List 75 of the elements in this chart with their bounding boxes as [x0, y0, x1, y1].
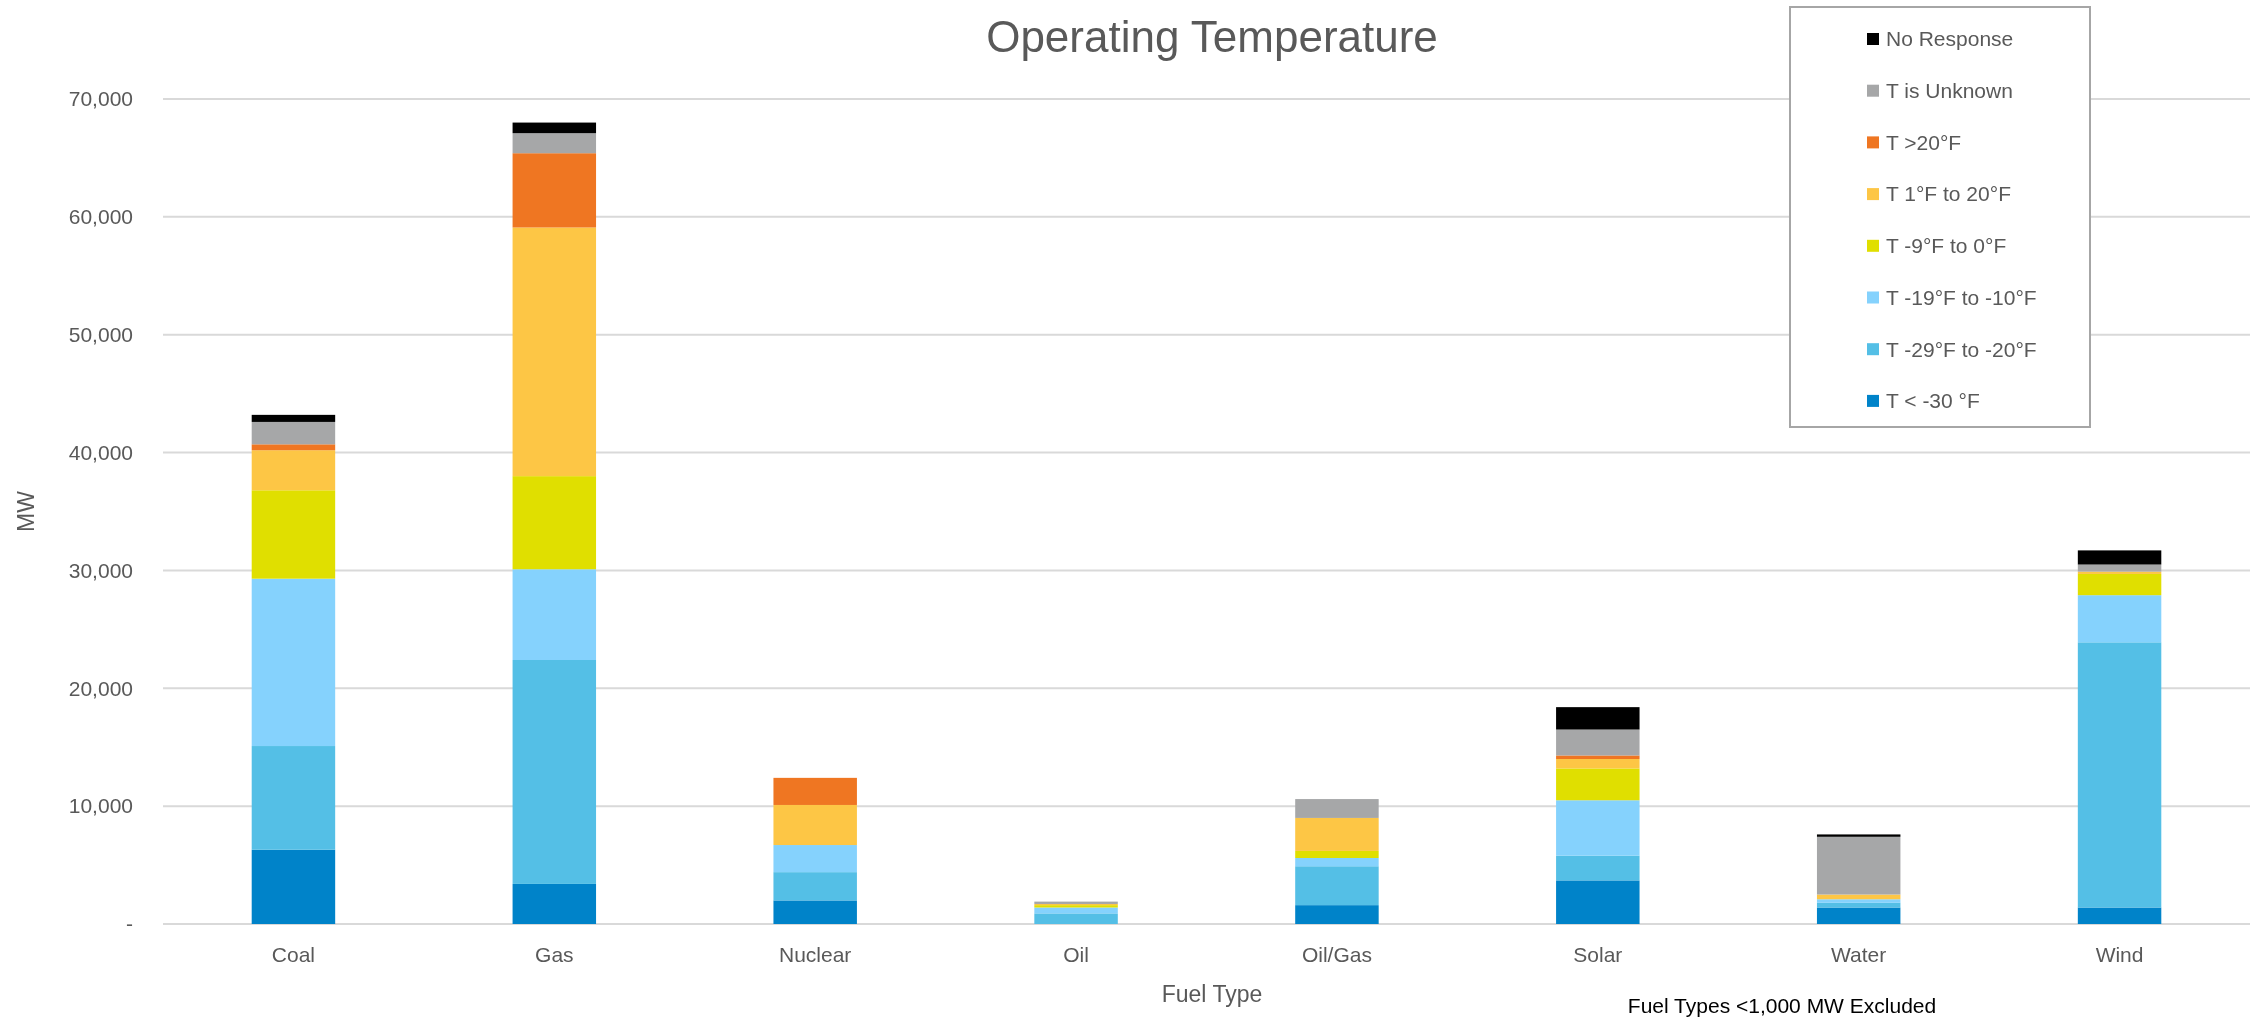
bar [251, 450, 336, 491]
legend-label: T 1°F to 20°F [1886, 182, 2011, 206]
bar [251, 578, 336, 747]
y-tick-label: 70,000 [68, 87, 133, 111]
bar [1556, 729, 1640, 756]
bar [1816, 836, 1901, 895]
bar [251, 490, 336, 579]
bar [1556, 755, 1640, 759]
bar [1816, 899, 1901, 903]
bar [251, 421, 336, 445]
bar [773, 845, 857, 873]
y-tick-label: 10,000 [68, 794, 133, 818]
bar [512, 227, 597, 477]
bar [1556, 800, 1640, 856]
bar [1556, 768, 1640, 801]
bar [2077, 595, 2162, 643]
bar [1556, 880, 1640, 924]
y-tick-label: - [126, 912, 133, 936]
y-axis-title: MW [13, 490, 39, 532]
text: Fuel Types <1,000 MW Excluded [1627, 994, 1937, 1017]
bar [1295, 866, 1379, 906]
y-tick-label: 40,000 [68, 440, 133, 464]
bar [251, 746, 336, 850]
bar [512, 122, 597, 134]
chart-title: Operating Temperature [986, 12, 1438, 61]
legend-label: T -19°F to -10°F [1886, 285, 2037, 309]
bar [2077, 550, 2162, 565]
bar [512, 133, 597, 154]
bar [2077, 564, 2162, 572]
bar [512, 476, 597, 570]
x-tick-label: Solar [1573, 943, 1623, 966]
bar [1816, 902, 1901, 908]
bar [1816, 907, 1901, 924]
x-axis-title: Fuel Type [1161, 981, 1263, 1007]
bar [1556, 759, 1640, 769]
legend-label: T -9°F to 0°F [1886, 234, 2007, 258]
bar [1295, 799, 1379, 818]
y-tick-label: 50,000 [68, 323, 133, 347]
bar [773, 777, 857, 805]
x-tick-label: Oil [1063, 943, 1089, 966]
x-tick-label: Coal [271, 943, 316, 966]
bar [1556, 855, 1640, 881]
bar [1816, 834, 1901, 837]
bar [773, 872, 857, 901]
legend-label: T >20°F [1886, 130, 1962, 154]
x-tick-label: Nuclear [779, 943, 852, 966]
x-tick-label: Water [1831, 943, 1887, 966]
legend-label: T < -30 °F [1886, 389, 1980, 413]
x-tick-label: Gas [535, 943, 574, 966]
bar [251, 849, 336, 924]
bar [1295, 858, 1379, 867]
y-tick-label: 20,000 [68, 676, 133, 700]
y-tick-label: 60,000 [68, 205, 133, 229]
bar [512, 883, 597, 924]
bar [251, 444, 336, 451]
bar [1295, 905, 1379, 924]
y-tick-label: 30,000 [68, 558, 133, 582]
bar [251, 414, 336, 422]
bar [1556, 707, 1640, 730]
bar [2077, 907, 2162, 924]
bar [773, 804, 857, 846]
bar [2077, 642, 2162, 908]
bar [773, 900, 857, 924]
bar [1034, 913, 1118, 924]
bar [512, 569, 597, 660]
bar [2077, 573, 2162, 596]
legend-label: T is Unknown [1886, 79, 2013, 103]
bar [512, 153, 597, 228]
x-tick-label: Wind [2095, 943, 2144, 966]
legend-label: T -29°F to -20°F [1886, 337, 2037, 361]
bar [1295, 850, 1379, 858]
bar [512, 660, 597, 884]
bar [1295, 817, 1379, 851]
x-tick-label: Oil/Gas [1301, 943, 1372, 966]
legend-label: No Response [1886, 27, 2014, 51]
